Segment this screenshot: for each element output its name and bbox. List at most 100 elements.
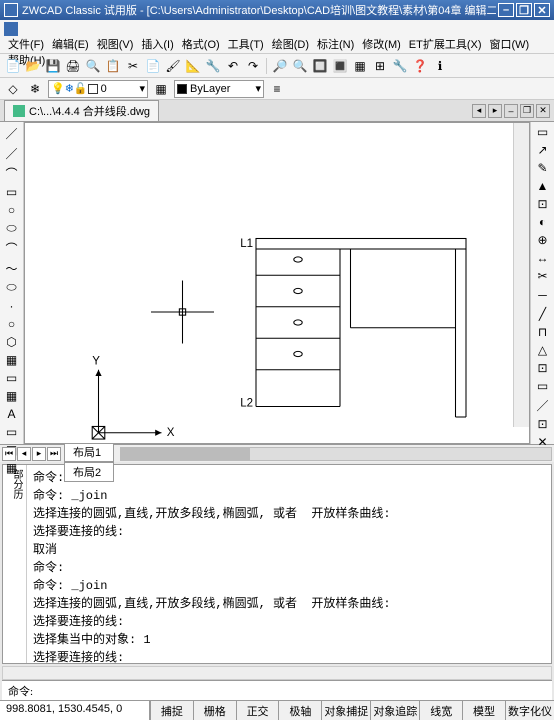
draw-tool-15[interactable]: A — [3, 406, 21, 422]
doc-minimize[interactable]: – — [504, 104, 518, 118]
draw-tool-13[interactable]: ▭ — [3, 370, 21, 386]
toolbar-btn-17[interactable]: 🔳 — [331, 57, 349, 75]
draw-tool-8[interactable]: ⬭ — [3, 279, 21, 296]
doc-close[interactable]: ✕ — [536, 104, 550, 118]
menu-工具(T)[interactable]: 工具(T) — [224, 37, 268, 53]
menu-插入(I)[interactable]: 插入(I) — [137, 37, 177, 53]
document-tab[interactable]: C:\...\4.4.4 合并线段.dwg — [4, 100, 159, 121]
doc-nav-next[interactable]: ▸ — [488, 104, 502, 118]
draw-tool-12[interactable]: ▦ — [3, 352, 21, 368]
layer-state-icon[interactable]: ❄ — [26, 80, 44, 98]
toolbar-btn-5[interactable]: 📋 — [104, 57, 122, 75]
toolbar-btn-1[interactable]: 📂 — [24, 57, 42, 75]
modify-tool-10[interactable]: ╱ — [534, 306, 552, 322]
status-数字化仪[interactable]: 数字化仪 — [505, 701, 554, 720]
draw-tool-3[interactable]: ▭ — [3, 184, 21, 200]
draw-tool-11[interactable]: ⬡ — [3, 334, 21, 350]
toolbar-btn-19[interactable]: ⊞ — [371, 57, 389, 75]
toolbar-btn-10[interactable]: 🔧 — [204, 57, 222, 75]
draw-tool-9[interactable]: · — [3, 298, 21, 314]
modify-tool-11[interactable]: ⊓ — [534, 324, 552, 340]
status-线宽[interactable]: 线宽 — [419, 701, 462, 720]
modify-tool-13[interactable]: ⊡ — [534, 360, 552, 376]
linetype-icon[interactable]: ≡ — [268, 80, 286, 98]
toolbar-btn-14[interactable]: 🔎 — [271, 57, 289, 75]
modify-tool-3[interactable]: ▲ — [534, 178, 552, 194]
modify-tool-9[interactable]: － — [534, 286, 552, 304]
toolbar-btn-18[interactable]: ▦ — [351, 57, 369, 75]
toolbar-btn-16[interactable]: 🔲 — [311, 57, 329, 75]
modify-tool-15[interactable]: ／ — [534, 396, 552, 414]
modify-tool-2[interactable]: ✎ — [534, 160, 552, 176]
menu-绘图(D)[interactable]: 绘图(D) — [268, 37, 313, 53]
modify-tool-7[interactable]: ↔ — [534, 250, 552, 266]
toolbar-btn-0[interactable]: 📄 — [4, 57, 22, 75]
close-button[interactable]: ✕ — [534, 3, 550, 17]
toolbar-btn-15[interactable]: 🔍 — [291, 57, 309, 75]
layer-combo[interactable]: 💡❄🔓 0 ▾ — [48, 80, 148, 98]
modify-tool-16[interactable]: ⊡ — [534, 416, 552, 432]
toolbar-btn-8[interactable]: 🖌 — [164, 57, 182, 75]
doc-nav-prev[interactable]: ◂ — [472, 104, 486, 118]
draw-tool-4[interactable]: ○ — [3, 202, 21, 218]
vertical-scrollbar[interactable] — [513, 123, 529, 427]
modify-tool-1[interactable]: ↗ — [534, 142, 552, 158]
status-对象追踪[interactable]: 对象追踪 — [370, 701, 419, 720]
modify-tool-0[interactable]: ▭ — [534, 124, 552, 140]
toolbar-btn-20[interactable]: 🔧 — [391, 57, 409, 75]
layer-tool-icon[interactable]: ▦ — [152, 80, 170, 98]
toolbar-btn-7[interactable]: 📄 — [144, 57, 162, 75]
toolbar-btn-12[interactable]: ↷ — [244, 57, 262, 75]
doc-restore[interactable]: ❐ — [520, 104, 534, 118]
draw-tool-2[interactable]: ⌒ — [3, 164, 21, 182]
draw-tool-7[interactable]: ～ — [3, 259, 21, 277]
command-scrollbar[interactable] — [2, 666, 552, 680]
toolbar-btn-22[interactable]: ℹ — [431, 57, 449, 75]
status-栅格[interactable]: 栅格 — [193, 701, 236, 720]
toolbar-btn-9[interactable]: 📐 — [184, 57, 202, 75]
menu-标注(N)[interactable]: 标注(N) — [313, 37, 358, 53]
modify-tool-4[interactable]: ⊡ — [534, 196, 552, 212]
modify-tool-14[interactable]: ▭ — [534, 378, 552, 394]
menu-app-icon — [4, 22, 18, 36]
color-combo[interactable]: ByLayer ▾ — [174, 80, 264, 98]
menu-窗口(W)[interactable]: 窗口(W) — [486, 37, 534, 53]
toolbar-btn-2[interactable]: 💾 — [44, 57, 62, 75]
status-正交[interactable]: 正交 — [236, 701, 279, 720]
sheet-nav-first[interactable]: ⏮ — [2, 447, 16, 461]
draw-tool-0[interactable]: ／ — [3, 124, 21, 142]
status-极轴[interactable]: 极轴 — [278, 701, 321, 720]
modify-tool-8[interactable]: ✂ — [534, 268, 552, 284]
menu-编辑(E)[interactable]: 编辑(E) — [48, 37, 93, 53]
toolbar-btn-6[interactable]: ✂ — [124, 57, 142, 75]
draw-tool-6[interactable]: ⌒ — [3, 239, 21, 257]
modify-tool-5[interactable]: ◐ — [534, 214, 552, 230]
drawing-canvas[interactable]: X Y L1 — [25, 123, 529, 459]
maximize-button[interactable]: ❐ — [516, 3, 532, 17]
toolbar-btn-3[interactable]: 🖨 — [64, 57, 82, 75]
menu-ET扩展工具(X)[interactable]: ET扩展工具(X) — [405, 37, 486, 53]
status-模型[interactable]: 模型 — [462, 701, 505, 720]
draw-tool-5[interactable]: ⬭ — [3, 220, 21, 237]
horizontal-scrollbar[interactable] — [120, 447, 552, 461]
draw-tool-16[interactable]: ▭ — [3, 424, 21, 440]
menu-修改(M)[interactable]: 修改(M) — [358, 37, 405, 53]
menu-格式(O)[interactable]: 格式(O) — [178, 37, 224, 53]
minimize-button[interactable]: – — [498, 3, 514, 17]
draw-tool-10[interactable]: ○ — [3, 316, 21, 332]
status-捕捉[interactable]: 捕捉 — [150, 701, 193, 720]
properties-bar: ◇ ❄ 💡❄🔓 0 ▾ ▦ ByLayer ▾ ≡ — [0, 78, 554, 100]
layer-icon[interactable]: ◇ — [4, 80, 22, 98]
toolbar-btn-21[interactable]: ❓ — [411, 57, 429, 75]
coordinates: 998.8081, 1530.4545, 0 — [0, 701, 150, 720]
command-input[interactable] — [39, 684, 552, 698]
menu-视图(V)[interactable]: 视图(V) — [93, 37, 138, 53]
menu-文件(F)[interactable]: 文件(F) — [4, 37, 48, 53]
toolbar-btn-11[interactable]: ↶ — [224, 57, 242, 75]
toolbar-btn-4[interactable]: 🔍 — [84, 57, 102, 75]
draw-tool-1[interactable]: ／ — [3, 144, 21, 162]
status-对象捕捉[interactable]: 对象捕捉 — [321, 701, 370, 720]
modify-tool-12[interactable]: △ — [534, 342, 552, 358]
draw-tool-14[interactable]: ▦ — [3, 388, 21, 404]
modify-tool-6[interactable]: ⊕ — [534, 232, 552, 248]
